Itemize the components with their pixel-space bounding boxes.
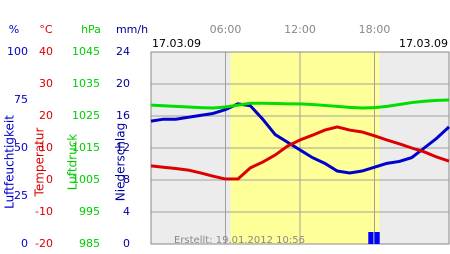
y-tick-label: 25	[14, 189, 28, 202]
x-tick-label: 18:00	[359, 23, 391, 36]
x-tick-label: 06:00	[210, 23, 242, 36]
axis-title: Luftdruck	[66, 134, 80, 191]
axis-title: Temperatur	[33, 127, 47, 197]
y-tick-label: 0	[123, 237, 130, 250]
y-tick-label: 10	[39, 141, 53, 154]
y-tick-label: -20	[35, 237, 53, 250]
y-tick-label: 985	[79, 237, 100, 250]
axis-title: Niederschlag	[114, 123, 128, 201]
axis-title: Luftfeuchtigkeit	[3, 115, 17, 209]
y-tick-label: 1015	[72, 141, 100, 154]
date-right: 17.03.09	[399, 37, 448, 50]
y-tick-label: 100	[7, 45, 28, 58]
axis-unit: %	[9, 23, 19, 36]
y-tick-label: 20	[116, 77, 130, 90]
y-tick-label: 75	[14, 93, 28, 106]
precip-bar	[374, 232, 380, 244]
y-tick-label: 995	[79, 205, 100, 218]
axis-unit: hPa	[81, 23, 101, 36]
series-line	[150, 102, 450, 175]
y-tick-label: 40	[39, 45, 53, 58]
y-tick-label: -10	[35, 205, 53, 218]
y-tick-label: 0	[46, 173, 53, 186]
y-tick-label: 20	[39, 109, 53, 122]
y-tick-label: 1045	[72, 45, 100, 58]
axis-unit: mm/h	[116, 23, 148, 36]
y-tick-label: 50	[14, 141, 28, 154]
series-line	[150, 125, 450, 181]
x-tick-label: 12:00	[284, 23, 316, 36]
precip-bar	[368, 232, 374, 244]
y-tick-label: 1025	[72, 109, 100, 122]
y-tick-label: 4	[123, 205, 130, 218]
y-tick-label: 12	[116, 141, 130, 154]
y-tick-label: 24	[116, 45, 130, 58]
y-tick-label: 16	[116, 109, 130, 122]
date-left: 17.03.09	[152, 37, 201, 50]
series-line	[150, 98, 450, 110]
y-tick-label: 1005	[72, 173, 100, 186]
plot-frame	[150, 51, 450, 245]
footer: Erstellt: 19.01.2012 10:56	[174, 235, 305, 246]
y-tick-label: 30	[39, 77, 53, 90]
y-tick-label: 8	[123, 173, 130, 186]
y-tick-label: 0	[21, 237, 28, 250]
axis-unit: °C	[39, 23, 53, 36]
y-tick-label: 1035	[72, 77, 100, 90]
